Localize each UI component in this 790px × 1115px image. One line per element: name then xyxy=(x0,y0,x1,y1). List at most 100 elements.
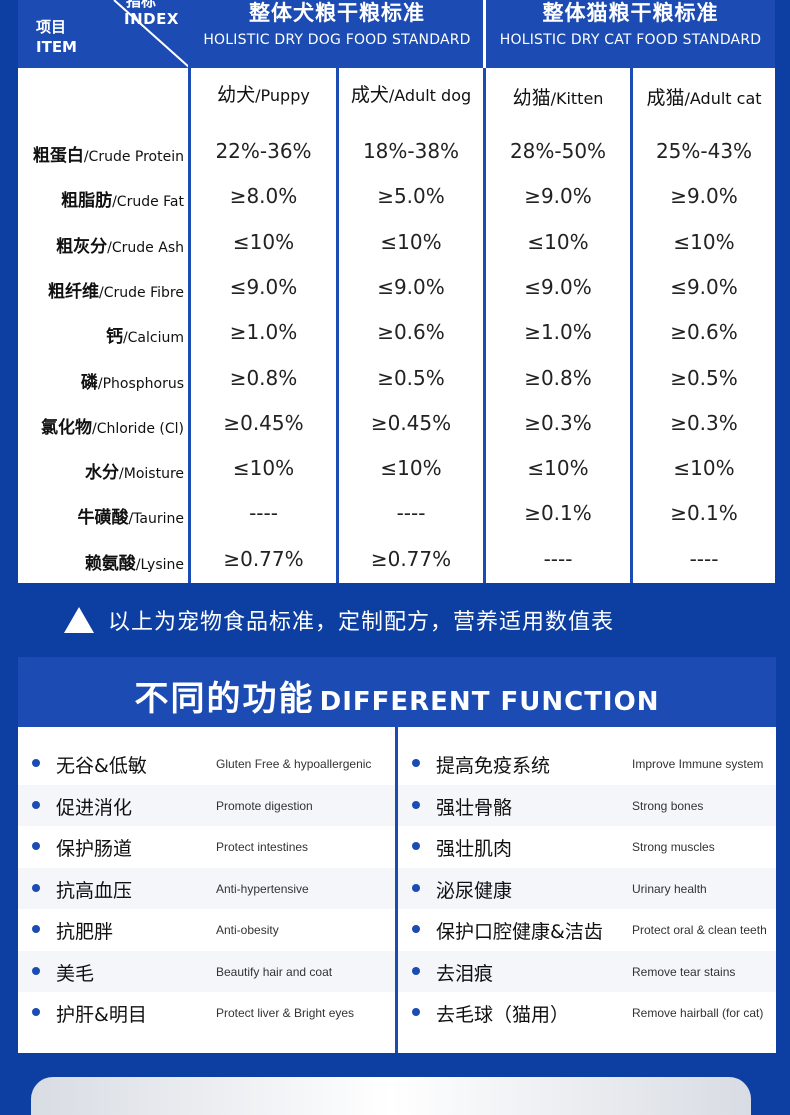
parameter-name: 氯化物/Chloride (Cl) xyxy=(18,413,190,438)
column-divider xyxy=(630,68,633,583)
parameter-name-cn: 牛磺酸 xyxy=(77,508,129,529)
bottom-card xyxy=(31,1077,751,1115)
warning-triangle-icon xyxy=(64,607,94,633)
function-label-en: Protect oral & clean teeth xyxy=(632,923,767,937)
parameter-name-cn: 粗纤维 xyxy=(48,281,100,302)
bullet-icon xyxy=(32,800,40,809)
parameter-name: 粗纤维/Crude Fibre xyxy=(18,277,190,302)
table-corner: 指标 INDEX 项目 ITEM xyxy=(18,0,190,68)
parameter-name: 磷/Phosphorus xyxy=(18,368,190,393)
parameter-name-cn: 粗脂肪 xyxy=(61,191,113,212)
function-label-en: Strong muscles xyxy=(632,840,715,854)
table-row: 牛磺酸/Taurine ---- ---- ≥0.1% ≥0.1% xyxy=(18,493,775,538)
function-item: 强壮肌肉 Strong muscles xyxy=(398,826,776,867)
column-divider xyxy=(336,68,339,583)
function-item: 提高免疫系统 Improve Immune system xyxy=(398,743,776,784)
function-label-cn: 去毛球（猫用） xyxy=(436,1004,570,1026)
parameter-name: 水分/Moisture xyxy=(18,458,190,483)
table-cell: ≥5.0% xyxy=(377,184,445,209)
dog-standard-cn: 整体犬粮干粮标准 xyxy=(249,1,425,25)
bullet-icon xyxy=(412,842,420,850)
table-cell: ---- xyxy=(249,501,278,526)
table-cell: ≥9.0% xyxy=(670,184,738,209)
column-header-cn: 成犬 xyxy=(350,84,389,106)
column-header-cn: 幼犬 xyxy=(217,84,256,106)
bullet-icon xyxy=(412,800,420,809)
column-header-en: /Puppy xyxy=(255,86,310,105)
function-label-en: Gluten Free & hypoallergenic xyxy=(216,757,372,771)
bullet-icon xyxy=(412,759,420,767)
bullet-icon xyxy=(32,842,40,850)
function-label-cn: 去泪痕 xyxy=(436,962,494,985)
parameter-name-cn: 水分 xyxy=(85,463,120,484)
table-cell: ≤9.0% xyxy=(524,274,592,299)
table-cell: ≥0.5% xyxy=(377,365,445,390)
table-cell: ---- xyxy=(689,546,719,571)
parameter-name: 赖氨酸/Lysine xyxy=(18,549,190,574)
table-cell: ≤10% xyxy=(232,456,295,481)
table-cell: ≥0.8% xyxy=(524,365,592,390)
parameter-name: 粗灰分/Crude Ash xyxy=(18,232,190,257)
cat-standard-en: HOLISTIC DRY CAT FOOD STANDARD xyxy=(499,32,762,48)
parameter-name-cn: 赖氨酸 xyxy=(84,553,136,574)
column-header-cn: 幼猫 xyxy=(512,87,551,109)
parameter-name-en: /Lysine xyxy=(135,556,184,573)
table-row: 粗灰分/Crude Ash ≤10% ≤10% ≤10% ≤10% xyxy=(18,222,775,267)
parameter-name: 粗蛋白/Crude Protein xyxy=(18,141,190,166)
table-row: 粗纤维/Crude Fibre ≤9.0% ≤9.0% ≤9.0% ≤9.0% xyxy=(18,267,775,312)
function-label-cn: 无谷&低敏 xyxy=(56,755,147,777)
parameter-name-en: /Crude Protein xyxy=(83,149,184,165)
bullet-icon xyxy=(32,759,40,767)
function-item: 美毛 Beautify hair and coat xyxy=(18,950,395,992)
table-cell: 25%-43% xyxy=(655,139,753,163)
parameter-name-cn: 氯化物 xyxy=(40,417,92,438)
standards-table: 指标 INDEX 项目 ITEM 整体犬粮干粮标准 HOLISTIC DRY D… xyxy=(18,0,775,583)
function-label-en: Urinary health xyxy=(632,881,707,896)
table-row: 粗脂肪/Crude Fat ≥8.0% ≥5.0% ≥9.0% ≥9.0% xyxy=(18,176,775,221)
function-item: 护肝&明目 Protect liver & Bright eyes xyxy=(18,992,395,1033)
function-item: 无谷&低敏 Gluten Free & hypoallergenic xyxy=(18,743,395,784)
table-cell: ≥9.0% xyxy=(524,184,592,209)
table-cell: ---- xyxy=(543,546,573,571)
bullet-icon xyxy=(32,925,40,933)
cat-standard-cn: 整体猫粮干粮标准 xyxy=(542,1,719,25)
column-header-adult-dog: 成犬/Adult dog xyxy=(339,80,483,107)
header-divider xyxy=(188,0,190,68)
function-label-en: Protect intestines xyxy=(216,840,309,854)
bullet-icon xyxy=(32,883,40,892)
function-title-cn: 不同的功能 xyxy=(134,679,315,719)
function-label-en: Beautify hair and coat xyxy=(216,964,333,979)
bullet-icon xyxy=(412,966,420,975)
bullet-icon xyxy=(412,1008,420,1016)
function-label-en: Promote digestion xyxy=(216,798,313,813)
function-item: 强壮骨骼 Strong bones xyxy=(398,784,776,826)
function-divider xyxy=(395,727,398,1053)
standard-note: 以上为宠物食品标准，定制配方，营养适用数值表 xyxy=(64,604,614,636)
table-cell: ≤9.0% xyxy=(229,274,298,299)
function-label-cn: 保护肠道 xyxy=(56,838,133,860)
column-divider xyxy=(483,68,486,583)
parameter-name-en: /Phosphorus xyxy=(97,375,184,392)
parameter-name-cn: 粗灰分 xyxy=(56,236,108,257)
table-cell: ≤10% xyxy=(527,229,589,254)
bullet-icon xyxy=(412,883,420,892)
function-item: 保护肠道 Protect intestines xyxy=(18,826,395,867)
column-header-en: /Kitten xyxy=(550,89,604,108)
table-cell: ≥0.8% xyxy=(229,365,298,390)
function-label-cn: 抗肥胖 xyxy=(56,921,114,943)
column-divider xyxy=(188,68,191,583)
parameter-name: 粗脂肪/Crude Fat xyxy=(18,186,190,211)
table-cell: ≤9.0% xyxy=(377,274,445,299)
table-cell: ≥0.5% xyxy=(670,365,738,390)
header-divider xyxy=(483,0,486,68)
function-item: 去毛球（猫用） Remove hairball (for cat) xyxy=(398,992,776,1033)
column-header-adult-cat: 成猫/Adult cat xyxy=(633,83,775,110)
function-label-cn: 强壮骨骼 xyxy=(436,796,513,819)
bullet-icon xyxy=(32,1008,40,1016)
table-cell: ≥0.77% xyxy=(370,546,452,571)
table-cell: ≤10% xyxy=(673,229,735,254)
bullet-icon xyxy=(412,925,420,933)
table-cell: ≥0.3% xyxy=(524,410,592,435)
function-item: 保护口腔健康&洁齿 Protect oral & clean teeth xyxy=(398,909,776,950)
function-title-en: DIFFERENT FUNCTION xyxy=(319,687,660,717)
